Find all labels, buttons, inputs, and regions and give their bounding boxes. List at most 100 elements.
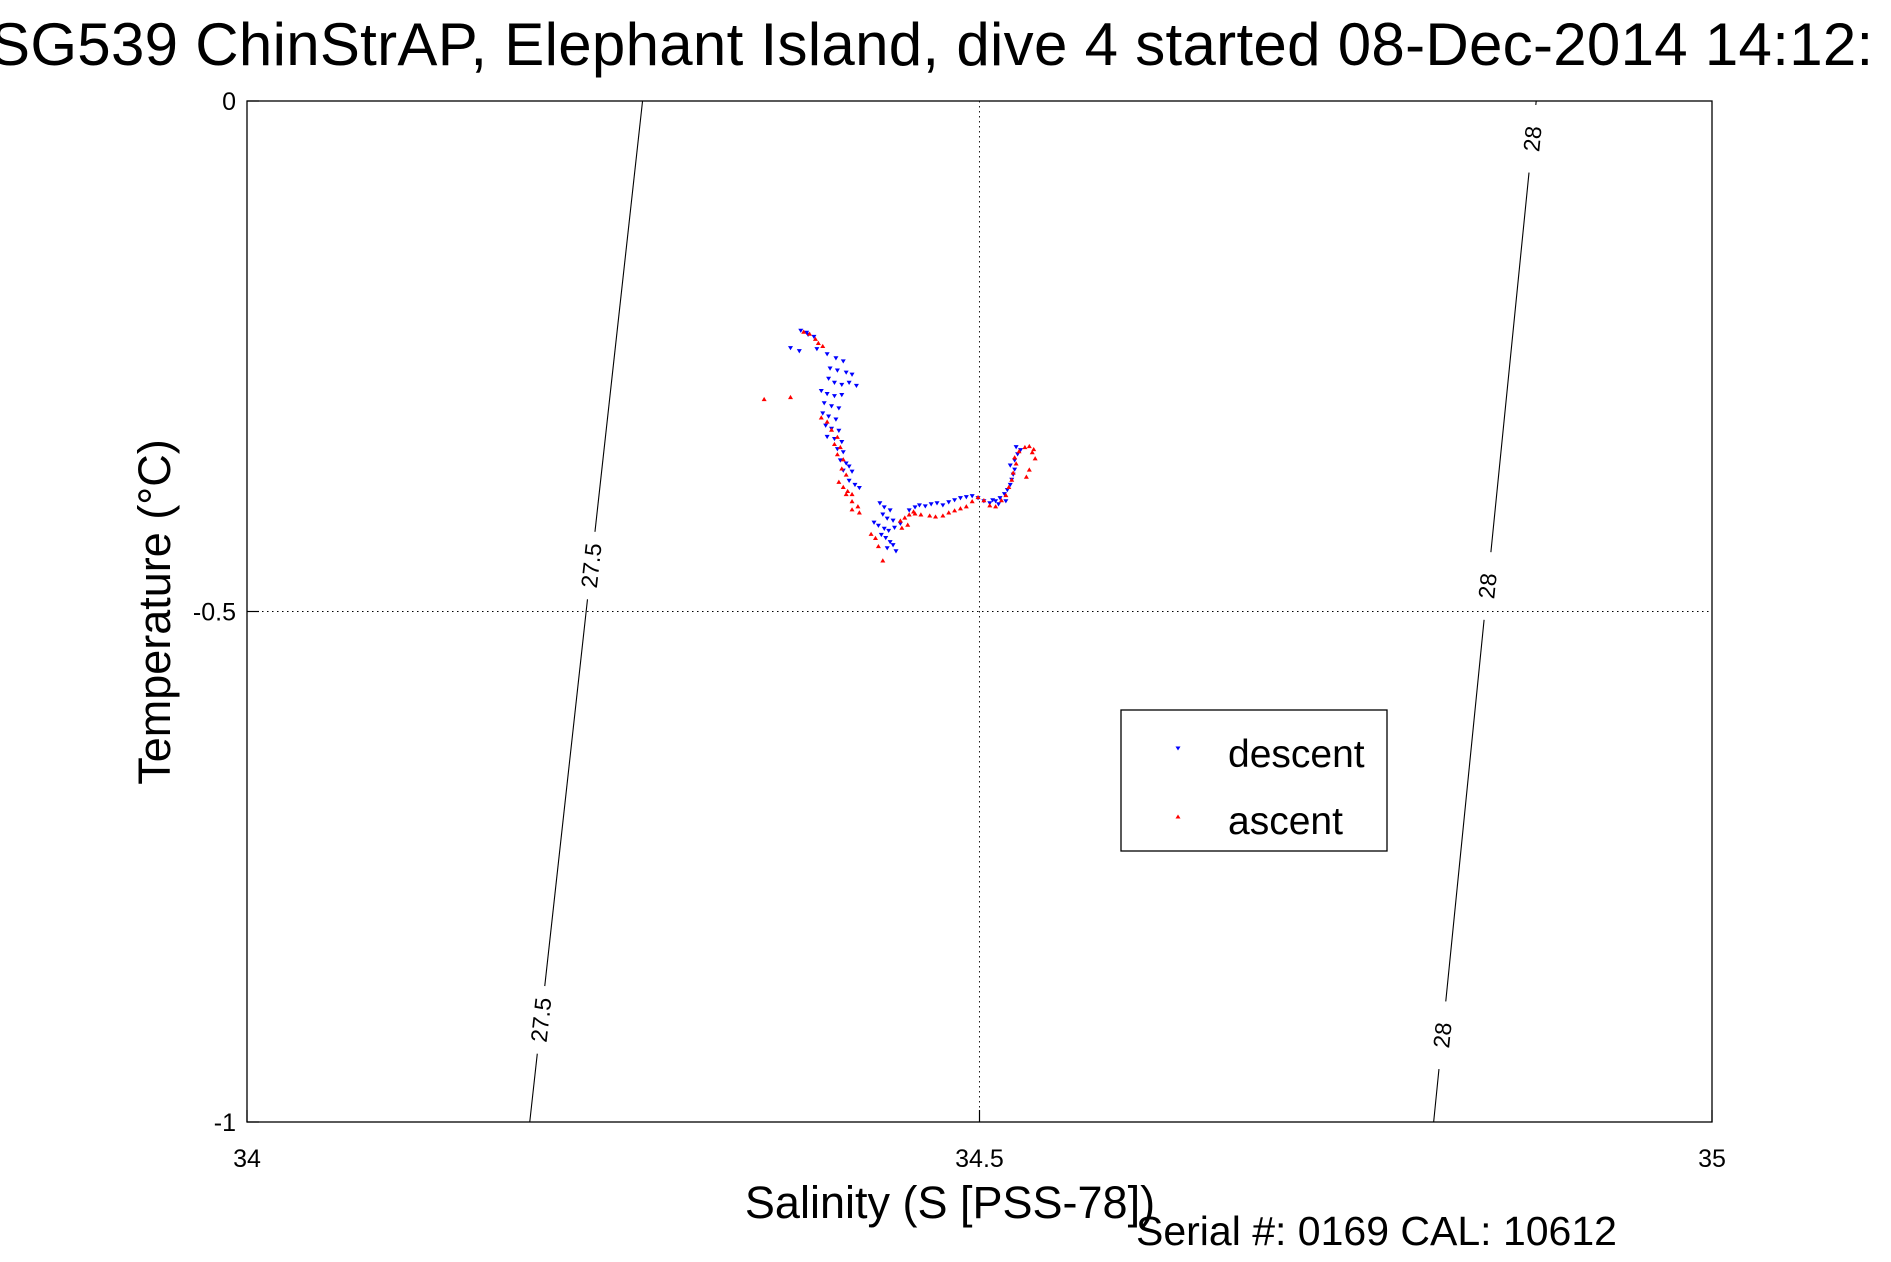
descent-point [928,502,934,507]
ascent-point [834,452,840,457]
isopycnal-line [544,599,589,987]
legend-box [1120,709,1388,852]
descent-point [846,478,852,484]
isopycnal-line [594,100,644,532]
descent-point [849,372,855,377]
ascent-point [834,434,840,439]
ascent-point [843,472,849,477]
descent-point [796,349,802,354]
descent-point [890,543,896,548]
ascent-point [836,479,842,484]
descent-point [877,501,883,506]
chart-title: SG539 ChinStrAP, Elephant Island, dive 4… [0,11,1874,78]
ascent-point [1013,461,1019,466]
descent-point [833,417,839,422]
descent-point [811,334,817,340]
isopycnal-label: 28 [1428,1021,1456,1049]
x-tick-label: 34 [233,1145,261,1173]
descent-point [890,518,896,523]
descent-point [798,328,804,333]
legend-descent-marker [1175,746,1181,751]
descent-point [906,508,912,513]
descent-point [997,496,1003,501]
ascent-point [820,343,826,349]
descent-point [1015,452,1021,457]
isopycnal-label: 28 [1473,572,1501,600]
ascent-point [957,506,963,511]
descent-point [824,392,830,397]
ascent-point [933,514,939,519]
legend-ascent-marker [1175,814,1181,819]
isopycnal-label: 27.5 [526,996,557,1043]
isopycnal-contours: 27.5 27.5 28 28 28 [526,100,1547,1123]
ascent-point [906,512,912,517]
ascent-point [875,543,881,549]
descent-point [849,469,855,474]
ascent-point [993,504,999,509]
ascent-point [946,510,952,515]
ascent-point [856,510,862,515]
ascent-point [849,499,855,504]
isopycnal-line [529,1053,538,1123]
ascent-point [840,484,846,489]
descent-point [821,401,827,406]
grid [247,100,1713,1122]
descent-point [820,411,826,416]
ascent-point [849,491,855,497]
serial-calibration-note: Serial #: 0169 CAL: 10612 [1136,1208,1617,1254]
ascent-point [1010,470,1016,475]
descent-point [836,428,842,433]
ascent-point [1026,467,1032,472]
descent-point [1018,448,1024,453]
ascent-point [1012,455,1018,460]
descent-point [912,505,918,510]
isopycnal-line [1490,172,1530,553]
descent-point [887,540,893,545]
x-axis-label: Salinity (S [PSS-78]) [745,1177,1155,1228]
descent-point [1007,482,1013,488]
descent-point [839,382,845,388]
ascent-point [812,336,818,341]
descent-point [839,393,845,398]
descent-point [884,546,890,551]
ascent-point [849,507,855,512]
ascent-point [981,498,987,503]
descent-point [893,549,899,554]
ascent-point [940,513,946,518]
descent-point [916,503,922,508]
descent-point [969,494,975,499]
isopycnal-label: 28 [1518,125,1546,153]
ascent-point [829,427,835,432]
descent-point [843,461,849,466]
y-tick-label: -0.5 [193,599,236,627]
ascent-point [807,331,813,336]
x-tick-label: 35 [1698,1145,1726,1173]
isopycnal-label: 27.5 [576,542,607,589]
descent-point [840,450,846,455]
descent-point [1013,445,1019,450]
descent-point [922,504,928,509]
descent-point [897,521,903,526]
ascent-point [998,498,1004,503]
ascent-point [918,512,924,517]
ascent-point [868,531,874,536]
ascent-series [761,329,1038,563]
descent-point [824,434,830,440]
descent-point [880,512,886,517]
descent-series [788,328,1024,554]
descent-point [886,528,892,534]
ascent-point [969,499,975,504]
x-tick-label: 34.5 [955,1145,1004,1173]
ascent-point [815,340,821,345]
ascent-point [987,503,993,508]
legend-ascent-label: ascent [1228,800,1343,843]
ascent-point [1016,449,1022,454]
ascent-point [855,504,861,509]
legend: descent ascent [1120,709,1388,852]
y-tick-label: -1 [214,1109,236,1137]
descent-point [940,503,946,508]
ascent-point [801,329,807,334]
descent-point [839,440,845,445]
ascent-point [824,419,830,424]
descent-point [846,464,852,469]
